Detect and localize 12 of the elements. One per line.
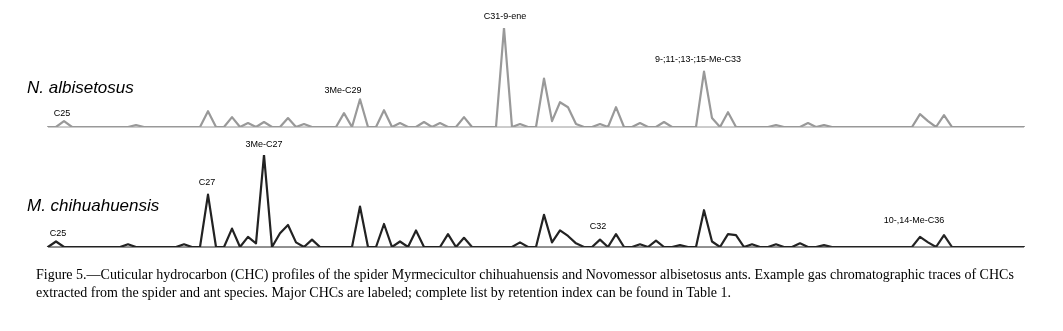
annotation: 3Me-C29 [324,85,362,95]
annotation: C25 [49,228,67,238]
annotation: C25 [53,108,71,118]
series-label: N. albisetosus [27,78,134,98]
caption: Figure 5.—Cuticular hydrocarbon (CHC) profiles of the spider Myrmecicultor chihuahuensis and Novomessor albisetosus ants. Example gas chromatographic traces of CHCs extracted from the spider and ant species. Major CHCs are labeled; complete list by retention index can be found in Table 1. [36,266,1015,302]
text: 3Me-C27 [245,139,283,149]
annotation: 9-;11-;13-;15-Me-C33 [655,54,741,64]
text: C31-9-ene [483,11,527,21]
annotation: C32 [589,221,607,231]
annotation: C27 [198,177,216,187]
annotation: 10-,14-Me-C36 [883,215,945,225]
series-label: M. chihuahuensis [27,196,160,216]
